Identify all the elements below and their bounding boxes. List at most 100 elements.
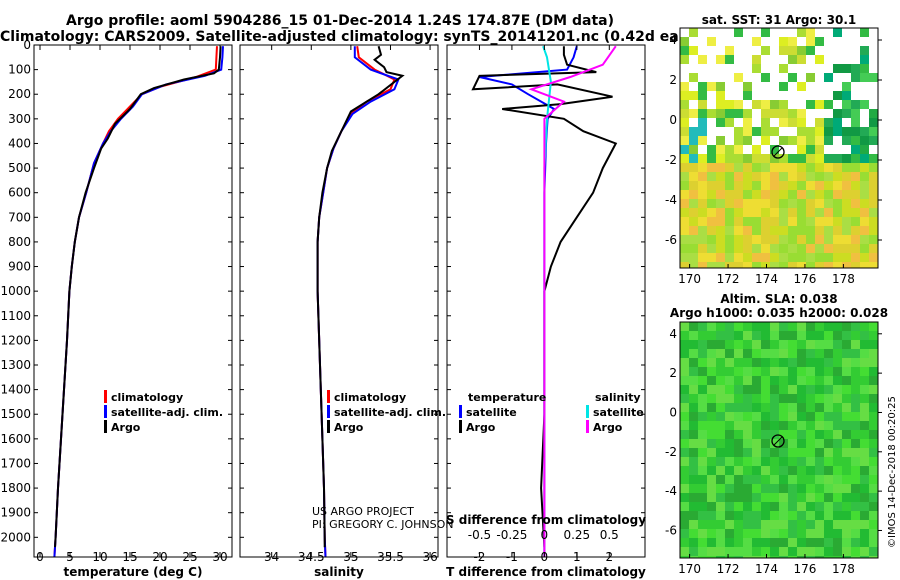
map-cell (752, 154, 761, 163)
map-cell (860, 154, 869, 163)
map-cell (860, 253, 869, 262)
map-cell (824, 394, 833, 403)
map-cell (779, 154, 788, 163)
map-cell (815, 181, 824, 190)
map-cell (698, 217, 707, 226)
map-cell (761, 262, 770, 268)
map-cell (761, 349, 770, 358)
map-cell (680, 46, 689, 55)
map-cell (725, 145, 734, 154)
map-x-tick-label: 172 (717, 272, 740, 286)
map-cell (689, 28, 698, 37)
map-cell (779, 163, 788, 172)
map-cell (752, 412, 761, 421)
map-cell (833, 448, 842, 457)
map-cell (806, 322, 815, 331)
sal-diff-tick-label: 0.25 (563, 528, 590, 542)
map-cell (689, 340, 698, 349)
map-cell (707, 421, 716, 430)
map-cell (725, 226, 734, 235)
map-cell (869, 358, 878, 367)
temperature-series (53, 46, 224, 557)
map-cell (725, 394, 734, 403)
map-cell (725, 511, 734, 520)
map-cell (797, 421, 806, 430)
map-cell (680, 82, 689, 91)
map-cell (797, 340, 806, 349)
map-cell (725, 253, 734, 262)
map-cell (770, 154, 779, 163)
map-cell (788, 262, 797, 268)
map-cell (752, 244, 761, 253)
map-cell (770, 385, 779, 394)
map-cell (698, 421, 707, 430)
map-cell (833, 127, 842, 136)
map-cell (689, 244, 698, 253)
map-cell (779, 118, 788, 127)
map-cell (698, 208, 707, 217)
map-cell (806, 244, 815, 253)
map-cell (689, 511, 698, 520)
map-cell (860, 547, 869, 556)
map-cell (797, 475, 806, 484)
map-cell (860, 100, 869, 109)
map-cell (869, 538, 878, 547)
map-cell (734, 538, 743, 547)
map-cell (779, 520, 788, 529)
map-cell (707, 466, 716, 475)
map-cell (779, 190, 788, 199)
map-cell (734, 367, 743, 376)
map-cell (860, 244, 869, 253)
map-cell (725, 199, 734, 208)
map-cell (833, 340, 842, 349)
depth-tick-label: 100 (8, 63, 31, 77)
legend-t-satellite: satellite (466, 406, 517, 419)
map-cell (833, 109, 842, 118)
map-cell (806, 367, 815, 376)
map-cell (788, 37, 797, 46)
map-cell (707, 547, 716, 556)
map-y-tick-label: -2 (665, 153, 677, 167)
map-cell (725, 367, 734, 376)
map-cell (752, 385, 761, 394)
map-cell (716, 502, 725, 511)
map-cell (779, 448, 788, 457)
map-y-tick-label: 4 (669, 327, 677, 341)
map-cell (680, 367, 689, 376)
map-cell (806, 136, 815, 145)
map-cell (761, 520, 770, 529)
map-cell (869, 349, 878, 358)
map-cell (788, 244, 797, 253)
x-tick-label: 25 (182, 550, 197, 564)
map-cell (815, 394, 824, 403)
map-cell (833, 547, 842, 556)
map-cell (716, 430, 725, 439)
difference-xlabel: T difference from climatology (446, 565, 646, 579)
map-cell (725, 448, 734, 457)
map-cell (752, 262, 761, 268)
map-cell (743, 367, 752, 376)
map-cell (779, 64, 788, 73)
map-cell (689, 367, 698, 376)
map-cell (743, 493, 752, 502)
map-cell (716, 136, 725, 145)
map-cell (788, 484, 797, 493)
map-cell (698, 262, 707, 268)
map-cell (752, 226, 761, 235)
sst-map-cells (680, 28, 878, 268)
map-cell (770, 331, 779, 340)
map-cell (734, 226, 743, 235)
map-cell (797, 190, 806, 199)
map-cell (869, 154, 878, 163)
map-cell (680, 199, 689, 208)
map-cell (788, 340, 797, 349)
map-cell (725, 244, 734, 253)
map-cell (806, 493, 815, 502)
map-cell (833, 118, 842, 127)
map-cell (743, 253, 752, 262)
map-cell (842, 484, 851, 493)
map-cell (815, 163, 824, 172)
map-cell (725, 529, 734, 538)
map-cell (725, 217, 734, 226)
